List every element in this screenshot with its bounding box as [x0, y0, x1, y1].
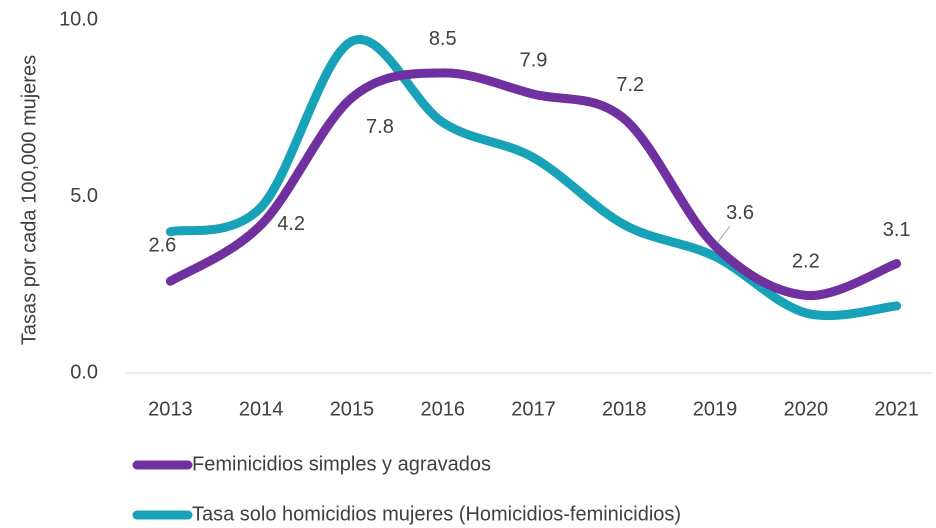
legend-label: Feminicidios simples y agravados — [192, 453, 491, 475]
x-tick-label: 2017 — [511, 398, 556, 420]
x-tick-label: 2013 — [148, 398, 193, 420]
data-label: 8.5 — [429, 28, 457, 50]
leader-line — [717, 225, 731, 243]
series-line — [165, 68, 902, 300]
data-label: 3.6 — [726, 202, 754, 224]
x-tick-label: 2016 — [420, 398, 465, 420]
x-tick-label: 2021 — [874, 398, 919, 420]
x-tick-label: 2020 — [784, 398, 829, 420]
y-axis-title: Tasas por cada 100,000 mujeres — [18, 55, 40, 345]
y-tick-label: 5.0 — [70, 185, 98, 207]
data-label: 4.2 — [277, 213, 305, 235]
x-tick-label: 2019 — [693, 398, 738, 420]
x-tick-label: 2015 — [330, 398, 375, 420]
data-label: 7.2 — [616, 74, 644, 96]
data-label: 7.9 — [520, 49, 548, 71]
data-label: 2.6 — [148, 235, 176, 257]
y-tick-label: 10.0 — [59, 8, 98, 30]
x-tick-label: 2014 — [239, 398, 284, 420]
data-label: 3.1 — [883, 219, 911, 241]
data-label: 2.2 — [792, 251, 820, 273]
series-line — [165, 35, 902, 321]
y-tick-label: 0.0 — [70, 361, 98, 383]
data-label: 7.8 — [366, 116, 394, 138]
legend-label: Tasa solo homicidios mujeres (Homicidios… — [192, 503, 681, 525]
x-tick-label: 2018 — [602, 398, 647, 420]
